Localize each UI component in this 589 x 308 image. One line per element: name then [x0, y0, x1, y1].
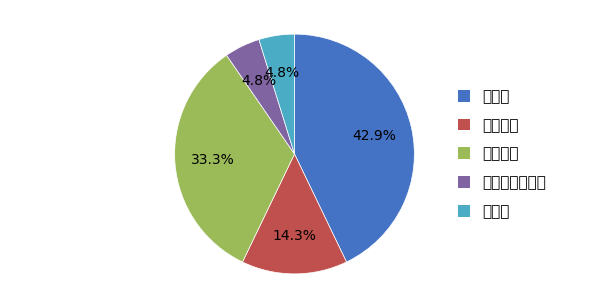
Text: 42.9%: 42.9% — [352, 129, 396, 143]
Wedge shape — [294, 34, 415, 262]
Text: 4.8%: 4.8% — [241, 74, 276, 88]
Wedge shape — [259, 34, 294, 154]
Text: 14.3%: 14.3% — [273, 229, 316, 242]
Wedge shape — [174, 55, 294, 262]
Legend: 大企業, 中小企業, 教育機関, 公的機関・団体, その他: 大企業, 中小企業, 教育機関, 公的機関・団体, その他 — [458, 89, 546, 219]
Wedge shape — [227, 39, 294, 154]
Text: 33.3%: 33.3% — [191, 153, 235, 167]
Wedge shape — [243, 154, 346, 274]
Text: 4.8%: 4.8% — [264, 67, 300, 80]
